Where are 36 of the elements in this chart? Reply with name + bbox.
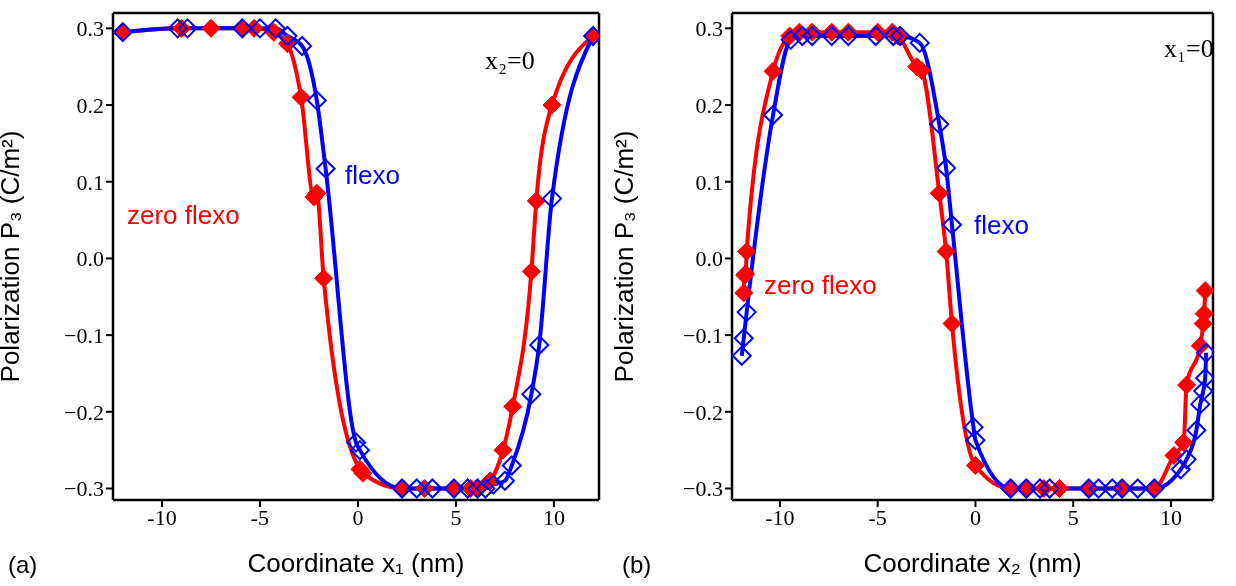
y-tick-label: −0.3 [683, 476, 723, 502]
x-tick-label: 10 [1159, 504, 1182, 530]
y-tick-label: 0.3 [695, 16, 723, 42]
text: (b) [622, 551, 652, 578]
series-label: flexo [345, 160, 400, 191]
y-tick-label: −0.2 [64, 399, 104, 425]
y-tick-label: 0.0 [695, 246, 723, 272]
annotation: x₁=0 [1164, 34, 1214, 63]
x-tick-label: 0 [352, 504, 364, 530]
x-tick-label: 0 [969, 504, 981, 530]
y-axis-title: Polarization P₃ (C/m²) [0, 130, 26, 383]
x-tick-label: 5 [1067, 504, 1079, 530]
y-tick-label: 0.1 [695, 169, 723, 195]
x-axis-title: Coordinate x₁ (nm) [247, 548, 465, 578]
x-tick-label: 5 [450, 504, 462, 530]
y-tick-label: 0.2 [76, 92, 104, 118]
y-tick-label: 0.0 [76, 246, 104, 272]
x-axis-title: Coordinate x₂ (nm) [863, 548, 1082, 578]
y-tick-label: −0.1 [64, 322, 104, 348]
y-tick-label: −0.1 [683, 322, 723, 348]
x-tick-label: -10 [765, 504, 795, 530]
y-tick-label: −0.2 [683, 399, 723, 425]
x-tick-label: -10 [147, 504, 177, 530]
y-tick-label: 0.2 [695, 92, 723, 118]
x-tick-label: -5 [868, 504, 887, 530]
text: (a) [8, 551, 38, 578]
y-tick-label: 0.1 [76, 169, 104, 195]
text: zero flexo [127, 200, 240, 231]
y-tick-label: −0.3 [64, 476, 104, 502]
series-label: zero flexo [764, 270, 877, 301]
y-axis-title: Polarization P₃ (C/m²) [609, 130, 640, 383]
x-tick-label: -5 [250, 504, 270, 530]
x-tick-label: 10 [542, 504, 565, 530]
series-label: flexo [974, 210, 1029, 241]
annotation: x₂=0 [485, 46, 535, 75]
y-tick-label: 0.3 [76, 16, 104, 42]
